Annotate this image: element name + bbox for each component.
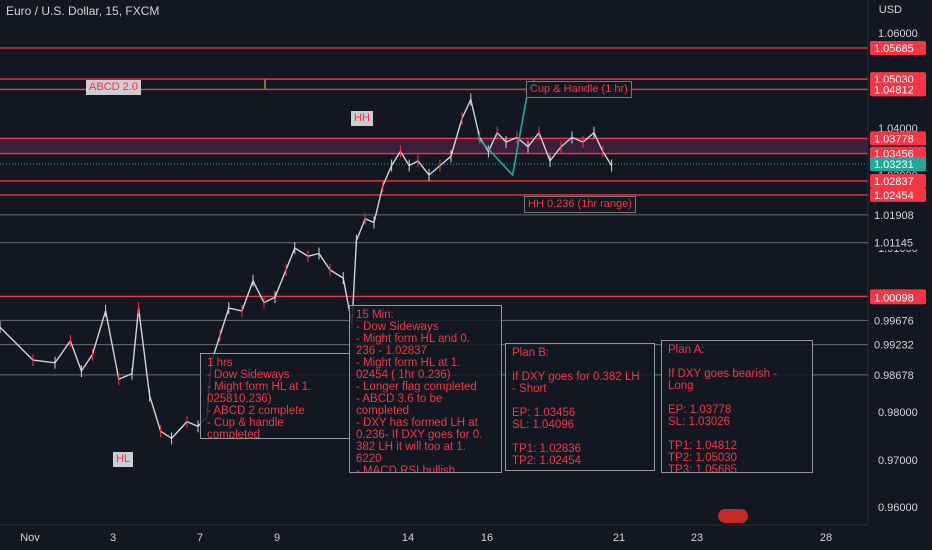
note-15min[interactable]: 15 Min: - Dow Sideways - Might form HL a… — [349, 305, 502, 473]
price-tag — [870, 367, 926, 382]
price-tag-label: 0.99232 — [874, 340, 914, 352]
price-pill — [870, 173, 926, 188]
price-pill-label: 1.02454 — [874, 190, 914, 202]
x-tick-label: Nov — [20, 532, 40, 544]
x-tick-label: 7 — [197, 532, 203, 544]
x-tick-label: 16 — [481, 532, 493, 544]
price-tag — [870, 235, 926, 250]
cup-handle-label[interactable]: Cup & Handle (1 hr) — [526, 81, 632, 98]
x-tick-label: 9 — [274, 532, 280, 544]
price-pill — [870, 187, 926, 202]
x-tick-label: 28 — [820, 532, 832, 544]
price-tag — [870, 337, 926, 352]
price-pill-label: 1.03778 — [874, 133, 914, 145]
price-pill-label: 1.00098 — [874, 292, 914, 304]
note-plan-a[interactable]: Plan A: If DXY goes bearish - Long EP: 1… — [661, 340, 813, 473]
y-tick-label: 0.98000 — [878, 407, 918, 419]
axis-unit: USD — [878, 4, 902, 16]
price-tag-label: 0.99676 — [874, 315, 914, 327]
price-pill-label: 1.04812 — [874, 84, 914, 96]
price-tag-label: 0.98678 — [874, 370, 914, 382]
note-plan-b[interactable]: Plan B: If DXY goes for 0.382 LH - Short… — [505, 343, 655, 471]
hh-label[interactable]: HH — [351, 111, 373, 126]
abcd-label[interactable]: ABCD 2.0 — [86, 80, 141, 95]
price-pill — [870, 40, 926, 55]
note-1hr[interactable]: 1 hrs - Dow Sideways - Might form HL at … — [200, 353, 350, 439]
price-tag — [870, 313, 926, 328]
x-tick-label: 23 — [691, 532, 703, 544]
price-pill — [870, 146, 926, 161]
price-pill — [870, 82, 926, 97]
lower-fib-label[interactable]: HH 0.236 (1hr range) — [524, 196, 636, 213]
level-band — [0, 138, 868, 154]
flag-icon[interactable] — [718, 509, 748, 523]
x-tick-label: 21 — [613, 532, 625, 544]
chart-title: Euro / U.S. Dollar, 15, FXCM — [6, 4, 160, 18]
hl-label[interactable]: HL — [113, 452, 134, 467]
current-price-pill — [870, 157, 926, 172]
price-pill — [870, 131, 926, 146]
x-tick-label: 3 — [110, 532, 116, 544]
y-tick-label: 0.97000 — [878, 455, 918, 467]
current-price-label: 1.03231 — [874, 159, 914, 171]
price-tag-label: 1.01908 — [874, 210, 914, 222]
y-tick-label: 0.96000 — [878, 502, 918, 514]
price-tag — [870, 207, 926, 222]
price-pill-label: 1.02837 — [874, 176, 914, 188]
price-pill — [870, 290, 926, 305]
x-tick-label: 14 — [402, 532, 414, 544]
y-tick-label: 1.06000 — [878, 28, 918, 40]
price-tag-label: 1.01145 — [874, 238, 913, 250]
price-pill-label: 1.05685 — [874, 43, 914, 55]
